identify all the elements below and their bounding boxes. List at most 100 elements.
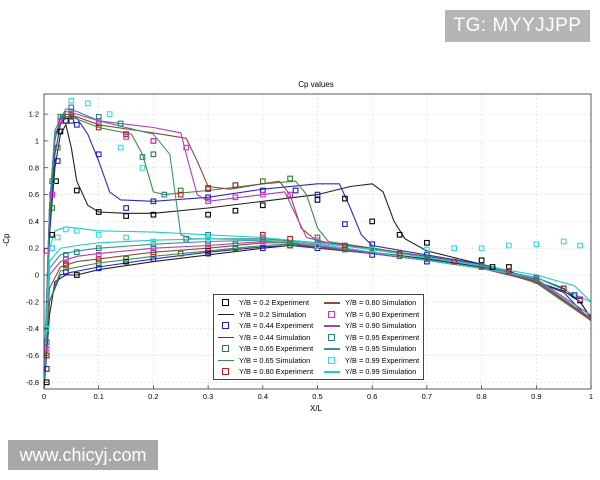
- data-point: [139, 154, 146, 160]
- data-point: [150, 256, 157, 262]
- data-point: [63, 226, 69, 233]
- data-point: [259, 234, 266, 241]
- data-point: [49, 245, 56, 252]
- data-point: [139, 164, 146, 171]
- x-tick-label: 0.8: [476, 392, 486, 401]
- data-point: [232, 207, 239, 214]
- data-point: [106, 111, 113, 117]
- data-point: [232, 241, 239, 248]
- y-tick-label: 0.8: [29, 163, 39, 172]
- data-point: [451, 258, 458, 265]
- data-point: [424, 239, 430, 246]
- legend-line-swatch: [324, 367, 340, 376]
- data-point: [49, 231, 56, 238]
- axes: 0 0.1 0.2 0.3 0.4 0.5 0.6 0.7 0.8 0.9 1 -0.8 -0.6 -0.…: [26, 93, 593, 401]
- data-point: [68, 104, 75, 111]
- data-point: [49, 191, 56, 198]
- legend-line-swatch: [218, 356, 234, 365]
- data-point: [73, 249, 80, 256]
- legend-label: Y/B = 0.99 Experiment: [345, 355, 420, 365]
- legend-label: Y/B = 0.80 Simulation: [345, 298, 417, 308]
- data-point: [95, 231, 102, 238]
- legend-entry: Y/B = 0.80 Simulation: [324, 297, 419, 309]
- legend-entry: Y/B = 0.95 Simulation: [324, 343, 419, 355]
- data-point: [150, 245, 157, 252]
- data-point: [49, 205, 56, 211]
- data-point: [95, 252, 102, 258]
- data-point: [95, 256, 102, 262]
- data-point: [123, 256, 129, 262]
- data-point: [95, 113, 102, 120]
- legend-column-left: Y/B = 0.2 Experiment Y/B = 0.2 Simulation…: [218, 297, 313, 378]
- data-point: [95, 151, 102, 158]
- data-point: [533, 274, 540, 281]
- data-point: [292, 187, 299, 194]
- data-point: [232, 182, 239, 189]
- data-point: [369, 252, 376, 258]
- y-tick-label: 0: [35, 271, 39, 280]
- data-point: [54, 158, 61, 164]
- legend-entry: Y/B = 0.99 Simulation: [324, 366, 419, 378]
- legend-label: Y/B = 0.44 Experiment: [239, 321, 314, 331]
- data-point: [205, 211, 211, 218]
- data-point: [54, 234, 61, 241]
- legend-column-right: Y/B = 0.80 Simulation Y/B = 0.90 Experime…: [324, 297, 419, 378]
- legend-label: Y/B = 0.90 Simulation: [345, 321, 417, 331]
- data-point: [63, 252, 69, 258]
- x-tick-label: 0.2: [148, 392, 158, 401]
- data-point: [205, 194, 211, 201]
- data-point: [205, 235, 211, 242]
- data-point: [54, 144, 61, 151]
- watermark-top: TG: MYYJJPP: [445, 10, 590, 42]
- data-point: [451, 245, 458, 252]
- data-point: [205, 231, 211, 238]
- legend-marker-swatch: [218, 321, 234, 330]
- legend-marker-swatch: [218, 298, 234, 307]
- data-point: [205, 250, 211, 257]
- data-point: [478, 257, 485, 264]
- data-point: [161, 191, 168, 198]
- legend-label: Y/B = 0.90 Experiment: [345, 309, 420, 319]
- legend-marker-swatch: [218, 367, 234, 376]
- data-point: [150, 238, 157, 245]
- data-point: [533, 241, 540, 248]
- data-point: [150, 138, 157, 144]
- series-line-lower: [43, 238, 592, 383]
- data-point: [123, 134, 129, 140]
- legend-entry: Y/B = 0.44 Simulation: [218, 332, 313, 344]
- y-tick-label: 1.2: [29, 110, 39, 119]
- legend-entry: Y/B = 0.80 Experiment: [218, 366, 313, 378]
- data-point: [369, 246, 376, 253]
- data-point: [478, 245, 485, 252]
- y-tick-label: 1: [35, 136, 39, 145]
- series-line-upper: [43, 226, 592, 383]
- data-point: [342, 246, 348, 253]
- data-point: [259, 238, 266, 245]
- x-tick-label: 0.3: [203, 392, 213, 401]
- data-point: [259, 178, 266, 185]
- data-point: [396, 231, 403, 238]
- data-point: [577, 296, 583, 303]
- series-y-b-0-65-experiment: [43, 113, 540, 359]
- data-point: [506, 242, 512, 249]
- legend-line-swatch: [218, 310, 234, 319]
- series-y-b-0-99-experiment: [43, 97, 583, 332]
- legend-label: Y/B = 0.2 Simulation: [239, 309, 307, 319]
- data-point: [68, 108, 75, 115]
- legend-marker-swatch: [324, 356, 340, 365]
- legend-line-swatch: [324, 344, 340, 353]
- data-point: [287, 242, 293, 249]
- legend-entry: Y/B = 0.95 Experiment: [324, 332, 419, 344]
- data-point: [68, 97, 75, 104]
- legend-label: Y/B = 0.95 Experiment: [345, 332, 420, 342]
- y-tick-label: -0.4: [26, 324, 39, 333]
- data-point: [478, 264, 485, 270]
- data-point: [287, 191, 293, 198]
- series-y-b-0-99-simulation: [43, 226, 592, 383]
- data-point: [424, 246, 430, 253]
- y-axis-label: -Cp: [2, 233, 11, 246]
- legend-entry: Y/B = 0.44 Experiment: [218, 320, 313, 332]
- x-tick-label: 0.5: [312, 392, 322, 401]
- watermark-bottom: www.chicyj.com: [8, 440, 158, 470]
